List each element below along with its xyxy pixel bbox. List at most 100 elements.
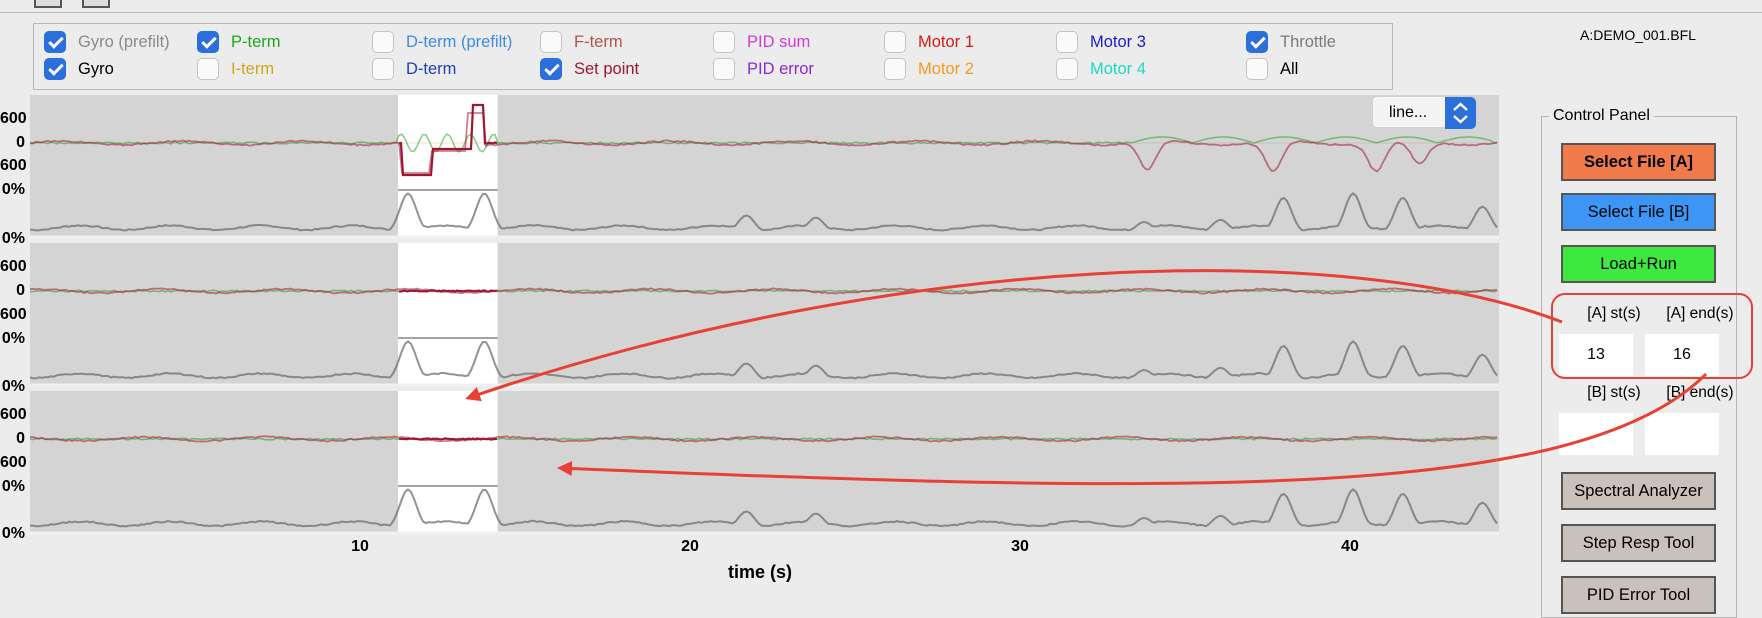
setpoint-trace: [29, 112, 1498, 174]
y-tick-label: 600: [0, 157, 27, 174]
toolbar-button-1[interactable]: [34, 0, 62, 8]
legend-label: D-term: [406, 59, 457, 78]
load-run-button[interactable]: Load+Run: [1561, 245, 1716, 283]
legend-checkbox[interactable]: [197, 58, 219, 80]
x-tick-label: 30: [1011, 538, 1029, 555]
b-end-input[interactable]: [1645, 413, 1719, 455]
legend-label: Set point: [574, 59, 640, 78]
y-tick-label: 600: [0, 110, 27, 127]
line-style-value: line...: [1389, 104, 1428, 121]
legend-checkbox[interactable]: [1056, 31, 1078, 53]
setpoint-trace-selected: [398, 437, 498, 441]
a-end-label: [A] end(s): [1666, 305, 1734, 322]
select-file-a-button[interactable]: Select File [A]: [1561, 143, 1716, 181]
legend-item[interactable]: Motor 3: [1056, 30, 1146, 54]
legend-item[interactable]: D-term: [372, 57, 456, 81]
legend-checkbox[interactable]: [44, 31, 66, 53]
y-tick-label: 0: [16, 134, 25, 151]
legend-label: All: [1280, 59, 1299, 78]
a-start-input[interactable]: [1559, 334, 1633, 376]
pid-error-tool-button[interactable]: PID Error Tool: [1561, 576, 1716, 614]
legend-checkbox[interactable]: [713, 58, 735, 80]
legend-item[interactable]: All: [1246, 57, 1298, 81]
b-start-input[interactable]: [1559, 413, 1633, 455]
plot-area[interactable]: [0, 0, 1500, 600]
plot-panel-bg: [30, 95, 1499, 237]
b-start-label: [B] st(s): [1587, 384, 1641, 401]
legend-checkbox[interactable]: [713, 31, 735, 53]
legend-item[interactable]: PID sum: [713, 30, 810, 54]
throttle-trace: [30, 192, 1498, 232]
legend-checkbox[interactable]: [1246, 58, 1268, 80]
select-file-b-button[interactable]: Select File [B]: [1561, 193, 1716, 231]
selected-window: [398, 243, 498, 385]
y-tick-label: 0%: [1, 230, 25, 247]
x-tick-label: 20: [681, 538, 699, 555]
a-start-label: [A] st(s): [1587, 305, 1641, 322]
b-end-label: [B] end(s): [1666, 384, 1734, 401]
legend-item[interactable]: Set point: [540, 57, 639, 81]
legend-checkbox[interactable]: [372, 58, 394, 80]
line-style-select[interactable]: line...: [1372, 96, 1477, 129]
legend-item[interactable]: I-term: [197, 57, 274, 81]
legend-label: D-term (prefilt): [406, 32, 513, 51]
select-arrows-icon: [1445, 97, 1476, 129]
x-axis-label: time (s): [728, 562, 793, 582]
legend-label: Gyro (prefilt): [78, 32, 170, 51]
legend-label: Motor 2: [918, 59, 974, 78]
y-tick-label: 600: [0, 306, 27, 323]
window-top-divider: [0, 12, 1762, 13]
legend-checkbox[interactable]: [884, 31, 906, 53]
control-panel-title: Control Panel: [1549, 107, 1654, 125]
selected-window: [398, 391, 498, 533]
y-tick-label: 0: [16, 430, 25, 447]
selected-window: [398, 95, 498, 237]
legend-checkbox[interactable]: [540, 58, 562, 80]
legend-label: Gyro: [78, 59, 114, 78]
legend-item[interactable]: F-term: [540, 30, 623, 54]
legend-label: F-term: [574, 32, 623, 51]
legend-checkbox[interactable]: [197, 31, 219, 53]
legend-checkbox[interactable]: [44, 58, 66, 80]
legend-label: Throttle: [1280, 32, 1336, 51]
y-tick-label: 0%: [1, 378, 25, 395]
y-tick-label: 0%: [1, 478, 25, 495]
plot-panel-bg: [30, 391, 1499, 533]
legend-item[interactable]: Motor 1: [884, 30, 974, 54]
legend-checkbox[interactable]: [884, 58, 906, 80]
a-end-input[interactable]: [1645, 334, 1719, 376]
setpoint-trace-selected: [398, 289, 497, 293]
setpoint-trace-selected: [398, 103, 498, 177]
legend-label: PID error: [747, 59, 814, 78]
x-tick-label: 40: [1341, 538, 1359, 555]
legend-item[interactable]: PID error: [713, 57, 814, 81]
step-resp-tool-button[interactable]: Step Resp Tool: [1561, 524, 1716, 562]
legend-checkbox[interactable]: [540, 31, 562, 53]
legend-label: Motor 1: [918, 32, 974, 51]
legend-label: Motor 3: [1090, 32, 1146, 51]
legend-checkbox[interactable]: [1056, 58, 1078, 80]
legend-item[interactable]: Motor 2: [884, 57, 974, 81]
legend-item[interactable]: Motor 4: [1056, 57, 1146, 81]
legend-checkbox[interactable]: [1246, 31, 1268, 53]
y-tick-label: 0%: [1, 330, 25, 347]
legend-label: I-term: [231, 59, 275, 78]
legend-label: PID sum: [747, 32, 811, 51]
x-tick-label: 10: [351, 538, 369, 555]
y-tick-label: 600: [0, 258, 27, 275]
y-tick-label: 600: [0, 454, 27, 471]
y-tick-label: 0: [16, 282, 25, 299]
y-tick-label: 600: [0, 406, 27, 423]
spectral-analyzer-button[interactable]: Spectral Analyzer: [1561, 472, 1716, 510]
y-tick-label: 0%: [1, 525, 25, 542]
legend-item[interactable]: Gyro (prefilt): [44, 30, 170, 54]
legend-item[interactable]: D-term (prefilt): [372, 30, 512, 54]
toolbar-button-2[interactable]: [82, 0, 110, 8]
legend-item[interactable]: P-term: [197, 30, 281, 54]
legend-item[interactable]: Throttle: [1246, 30, 1336, 54]
legend-item[interactable]: Gyro: [44, 57, 114, 81]
file-name-label: A:DEMO_001.BFL: [1580, 27, 1696, 43]
legend-checkbox[interactable]: [372, 31, 394, 53]
plot-panel-bg: [30, 243, 1499, 385]
throttle-trace: [30, 488, 1498, 528]
